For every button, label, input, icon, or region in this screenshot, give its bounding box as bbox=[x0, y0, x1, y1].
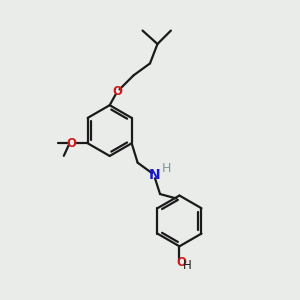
Text: H: H bbox=[161, 162, 171, 175]
Text: O: O bbox=[176, 256, 186, 269]
Text: O: O bbox=[66, 137, 76, 150]
Text: N: N bbox=[148, 168, 160, 182]
Text: O: O bbox=[112, 85, 122, 98]
Text: H: H bbox=[182, 259, 191, 272]
